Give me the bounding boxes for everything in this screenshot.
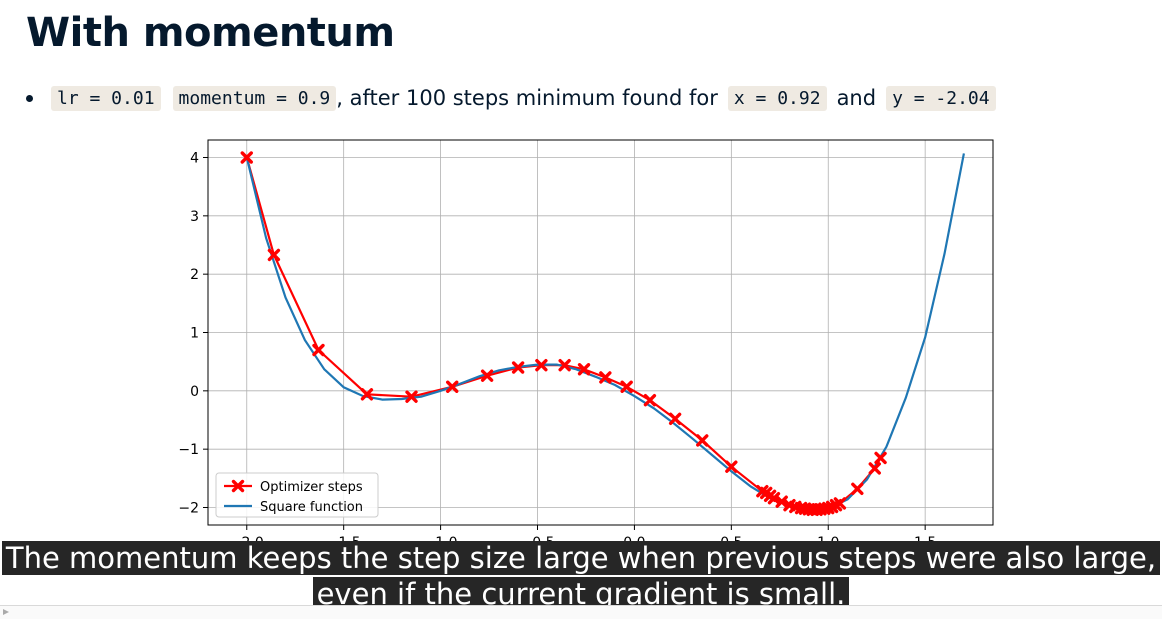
play-icon [3,609,9,615]
optimizer-step-point [767,491,781,505]
optimizer-step-point [535,358,548,372]
code-y: y = -2.04 [886,85,996,111]
optimizer-step-point [577,363,591,376]
y-tick-label: 4 [190,151,199,167]
y-tick-label: 1 [190,326,199,342]
bottom-bar [0,605,1162,619]
legend-label-steps: Optimizer steps [260,480,363,495]
legend-label-function: Square function [260,500,363,515]
bullet-dot [26,94,33,102]
optimizer-chart: −2.0−1.5−1.0−0.50.00.51.01.5−2−101234Opt… [178,139,994,550]
y-tick-label: 0 [190,384,199,400]
optimizer-step-point [558,358,571,372]
optimizer-steps-line [245,157,882,511]
optimizer-step-point [267,248,281,262]
optimizer-step-point [511,361,525,374]
optimizer-step-point [725,460,738,473]
bullet-text: , after 100 steps minimum found for [336,86,718,110]
page-title: With momentum [26,10,395,56]
legend-steps-marker [231,479,245,493]
optimizer-step-point [599,371,612,384]
optimizer-step-point [620,380,633,393]
optimizer-step-point [696,434,709,447]
legend-box [215,472,379,518]
code-lr: lr = 0.01 [51,85,161,111]
y-tick-label: 2 [190,267,199,283]
code-x: x = 0.92 [727,85,827,111]
optimizer-step-point [446,380,459,393]
optimizer-step-point [643,393,657,407]
caption-line-1: The momentum keeps the step size large w… [1,541,1161,575]
y-tick-label: 3 [190,209,199,225]
subtitle-caption: The momentum keeps the step size large w… [0,540,1162,612]
optimizer-step-point [868,462,881,475]
optimizer-step-point [480,369,494,382]
optimizer-step-point [405,390,418,403]
optimizer-step-point [668,412,682,426]
optimizer-step-point [312,343,325,357]
code-momentum: momentum = 0.9 [172,85,337,111]
optimizer-step-point [851,482,864,496]
bullet-point: lr = 0.01 momentum = 0.9 , after 100 ste… [26,84,996,112]
bullet-and: and [836,86,877,110]
optimizer-step-point [833,497,847,510]
square-function-line [245,153,965,511]
y-tick-label: −1 [178,442,199,458]
optimizer-step-point [240,151,253,164]
optimizer-step-point [775,495,788,508]
plot-frame [207,139,994,526]
y-tick-label: −2 [178,501,199,517]
optimizer-step-point [874,451,887,465]
optimizer-step-point [360,388,374,401]
